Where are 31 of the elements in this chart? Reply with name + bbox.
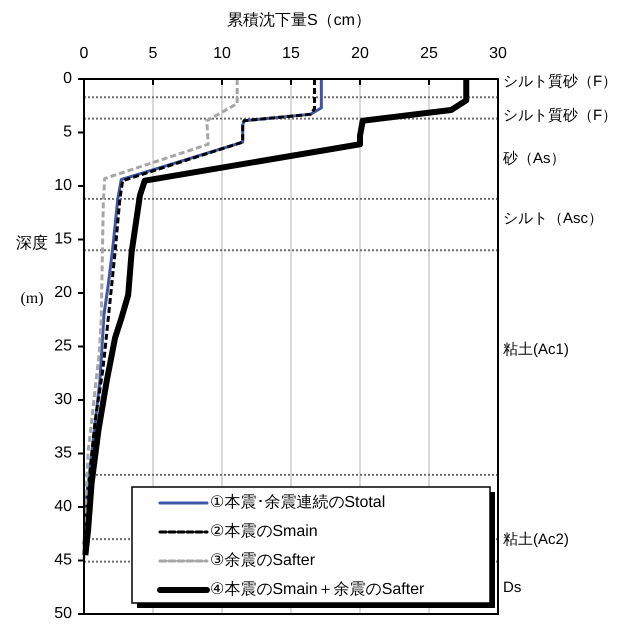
text: Ds bbox=[503, 578, 522, 596]
y-tick-label: 20 bbox=[54, 284, 72, 302]
text: シルト質砂（F） bbox=[503, 106, 618, 124]
text: 砂（As） bbox=[502, 150, 566, 167]
text: 深度 (m) bbox=[16, 234, 48, 307]
y-tick-label: 25 bbox=[54, 338, 72, 355]
y-tick-label: 30 bbox=[54, 391, 72, 408]
text: 粘土(Ac2) bbox=[503, 530, 569, 548]
y-tick-label: 0 bbox=[63, 70, 72, 88]
x-tick-label: 20 bbox=[351, 45, 369, 62]
y-tick-label: 40 bbox=[54, 498, 72, 516]
y-tick-label: 15 bbox=[54, 230, 72, 248]
y-tick-label: 5 bbox=[63, 124, 72, 141]
legend-label: ③余震のSafter bbox=[210, 552, 316, 570]
x-axis-title: 累積沈下量S（cm） bbox=[227, 11, 371, 30]
x-tick-label: 0 bbox=[80, 45, 89, 62]
legend-label: ①本震･余震連続のStotal bbox=[210, 493, 386, 512]
y-tick-label: 45 bbox=[54, 552, 72, 569]
legend-label: ②本震のSmain bbox=[210, 522, 318, 540]
legend-label: ④本震のSmain＋余震のSafter bbox=[210, 580, 426, 598]
y-tick-label: 10 bbox=[54, 177, 72, 194]
y-tick-label: 35 bbox=[54, 444, 72, 462]
x-tick-label: 30 bbox=[489, 45, 507, 62]
y-tick-label: 50 bbox=[54, 605, 72, 622]
text: シルト質砂（F） bbox=[503, 72, 618, 90]
x-tick-label: 10 bbox=[213, 45, 231, 62]
text: 粘土(Ac1) bbox=[503, 340, 569, 358]
x-tick-label: 25 bbox=[420, 45, 438, 62]
x-tick-label: 5 bbox=[148, 45, 158, 62]
text: シルト（Asc） bbox=[503, 210, 604, 227]
x-tick-label: 15 bbox=[282, 45, 300, 62]
